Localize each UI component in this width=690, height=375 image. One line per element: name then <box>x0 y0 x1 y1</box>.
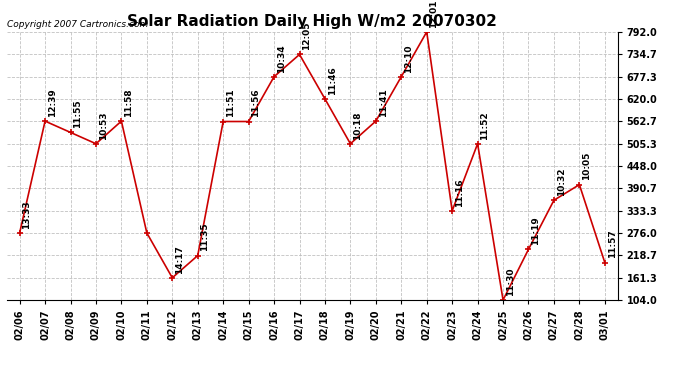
Text: 14:17: 14:17 <box>175 245 184 274</box>
Text: 11:19: 11:19 <box>531 216 540 245</box>
Text: 11:41: 11:41 <box>379 88 388 117</box>
Text: 11:30: 11:30 <box>506 267 515 296</box>
Text: 11:46: 11:46 <box>328 66 337 95</box>
Text: 12:01: 12:01 <box>429 0 439 28</box>
Text: 11:57: 11:57 <box>608 230 617 258</box>
Text: 10:53: 10:53 <box>99 111 108 140</box>
Title: Solar Radiation Daily High W/m2 20070302: Solar Radiation Daily High W/m2 20070302 <box>127 14 497 29</box>
Text: 12:10: 12:10 <box>404 44 413 72</box>
Text: 12:05: 12:05 <box>302 22 311 50</box>
Text: 11:56: 11:56 <box>251 89 260 117</box>
Text: 10:05: 10:05 <box>582 152 591 180</box>
Text: 11:51: 11:51 <box>226 89 235 117</box>
Text: 13:33: 13:33 <box>22 200 32 229</box>
Text: 12:39: 12:39 <box>48 88 57 117</box>
Text: 10:34: 10:34 <box>277 44 286 72</box>
Text: 11:55: 11:55 <box>73 100 82 128</box>
Text: 11:52: 11:52 <box>480 111 489 140</box>
Text: 10:18: 10:18 <box>353 111 362 140</box>
Text: 11:35: 11:35 <box>201 223 210 251</box>
Text: 11:16: 11:16 <box>455 178 464 207</box>
Text: 11:58: 11:58 <box>124 88 133 117</box>
Text: 10:32: 10:32 <box>557 168 566 196</box>
Text: Copyright 2007 Cartronics.com: Copyright 2007 Cartronics.com <box>7 20 148 29</box>
